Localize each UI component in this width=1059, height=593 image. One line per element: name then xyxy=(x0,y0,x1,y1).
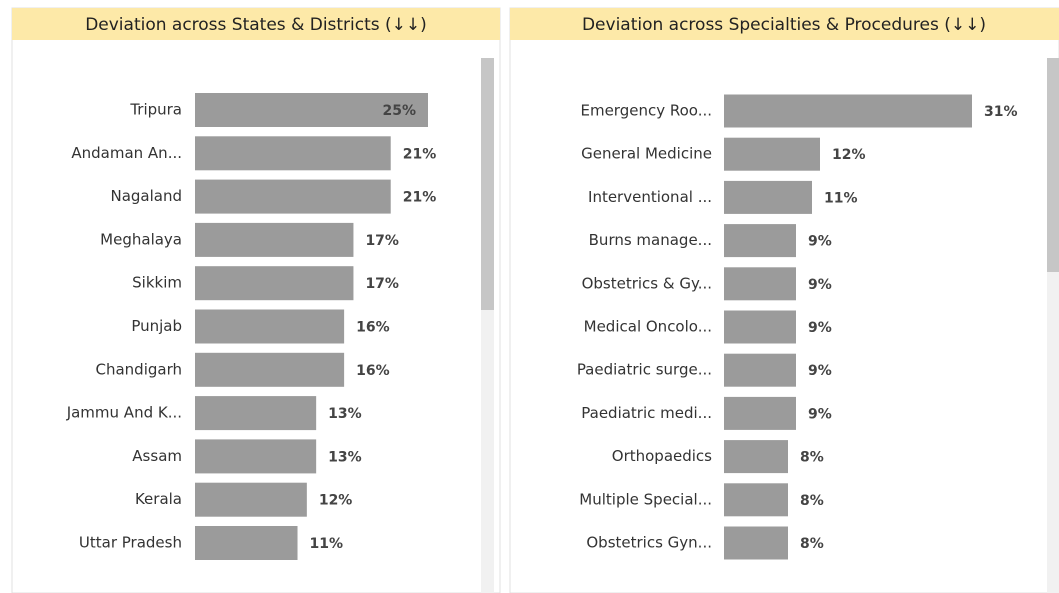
panel-header xyxy=(12,8,500,40)
data-label: 21% xyxy=(403,146,437,162)
bar xyxy=(724,526,788,560)
category-label: Tripura xyxy=(129,101,182,119)
data-label: 8% xyxy=(800,493,824,509)
data-label: 12% xyxy=(832,147,866,163)
bar xyxy=(195,352,345,387)
bar xyxy=(195,526,298,560)
scrollbar-thumb[interactable] xyxy=(1047,58,1059,272)
category-label: Andaman An... xyxy=(71,144,182,162)
category-label: Meghalaya xyxy=(100,230,182,248)
category-label: Emergency Roo... xyxy=(580,102,712,120)
category-label: Multiple Special... xyxy=(579,490,712,508)
category-label: Interventional ... xyxy=(588,188,712,206)
bar xyxy=(724,440,788,474)
bar xyxy=(724,180,812,214)
data-label: 9% xyxy=(808,363,832,379)
panel-header xyxy=(510,8,1059,40)
category-label: Burns manage... xyxy=(589,231,712,249)
bar xyxy=(195,396,317,431)
category-label: Medical Oncolo... xyxy=(584,318,712,336)
category-label: Jammu And K... xyxy=(66,404,182,422)
bar xyxy=(724,396,796,430)
bar xyxy=(724,483,788,517)
bar xyxy=(724,224,796,258)
bar xyxy=(195,93,428,127)
scrollbar-thumb[interactable] xyxy=(481,58,494,310)
bar xyxy=(724,94,972,128)
category-label: Sikkim xyxy=(132,274,182,292)
data-label: 25% xyxy=(382,103,416,119)
data-label: 8% xyxy=(800,450,824,466)
category-label: Assam xyxy=(132,447,182,465)
data-label: 16% xyxy=(356,320,390,336)
category-label: Paediatric surge... xyxy=(577,361,712,379)
category-label: General Medicine xyxy=(581,145,712,163)
category-label: Obstetrics Gyn... xyxy=(586,534,712,552)
bar xyxy=(195,222,354,257)
data-label: 17% xyxy=(365,233,399,249)
category-label: Chandigarh xyxy=(96,360,183,378)
data-label: 31% xyxy=(984,104,1018,120)
chart-title: Deviation across Specialties & Procedure… xyxy=(582,15,986,35)
bar xyxy=(195,179,391,214)
chart-title: Deviation across States & Districts (↓↓) xyxy=(85,15,427,35)
bar xyxy=(195,439,317,474)
data-label: 9% xyxy=(808,406,832,422)
bar xyxy=(724,267,796,301)
data-label: 16% xyxy=(356,363,390,379)
data-label: 9% xyxy=(808,277,832,293)
data-label: 13% xyxy=(328,449,362,465)
category-label: Kerala xyxy=(135,490,182,508)
bar xyxy=(195,309,345,344)
bar xyxy=(195,482,307,517)
bar xyxy=(195,136,391,171)
data-label: 8% xyxy=(800,536,824,552)
data-label: 17% xyxy=(365,276,399,292)
bar xyxy=(724,310,796,344)
category-label: Obstetrics & Gy... xyxy=(582,274,712,292)
bar xyxy=(724,137,820,171)
data-label: 13% xyxy=(328,406,362,422)
data-label: 11% xyxy=(310,536,344,552)
data-label: 11% xyxy=(824,190,858,206)
category-label: Orthopaedics xyxy=(612,447,712,465)
data-label: 21% xyxy=(403,190,437,206)
data-label: 9% xyxy=(808,320,832,336)
data-label: 9% xyxy=(808,234,832,250)
bar xyxy=(724,353,796,387)
category-label: Punjab xyxy=(131,317,182,335)
category-label: Paediatric medi... xyxy=(581,404,712,422)
category-label: Uttar Pradesh xyxy=(79,534,182,552)
data-label: 12% xyxy=(319,493,353,509)
category-label: Nagaland xyxy=(110,187,182,205)
bar xyxy=(195,266,354,301)
